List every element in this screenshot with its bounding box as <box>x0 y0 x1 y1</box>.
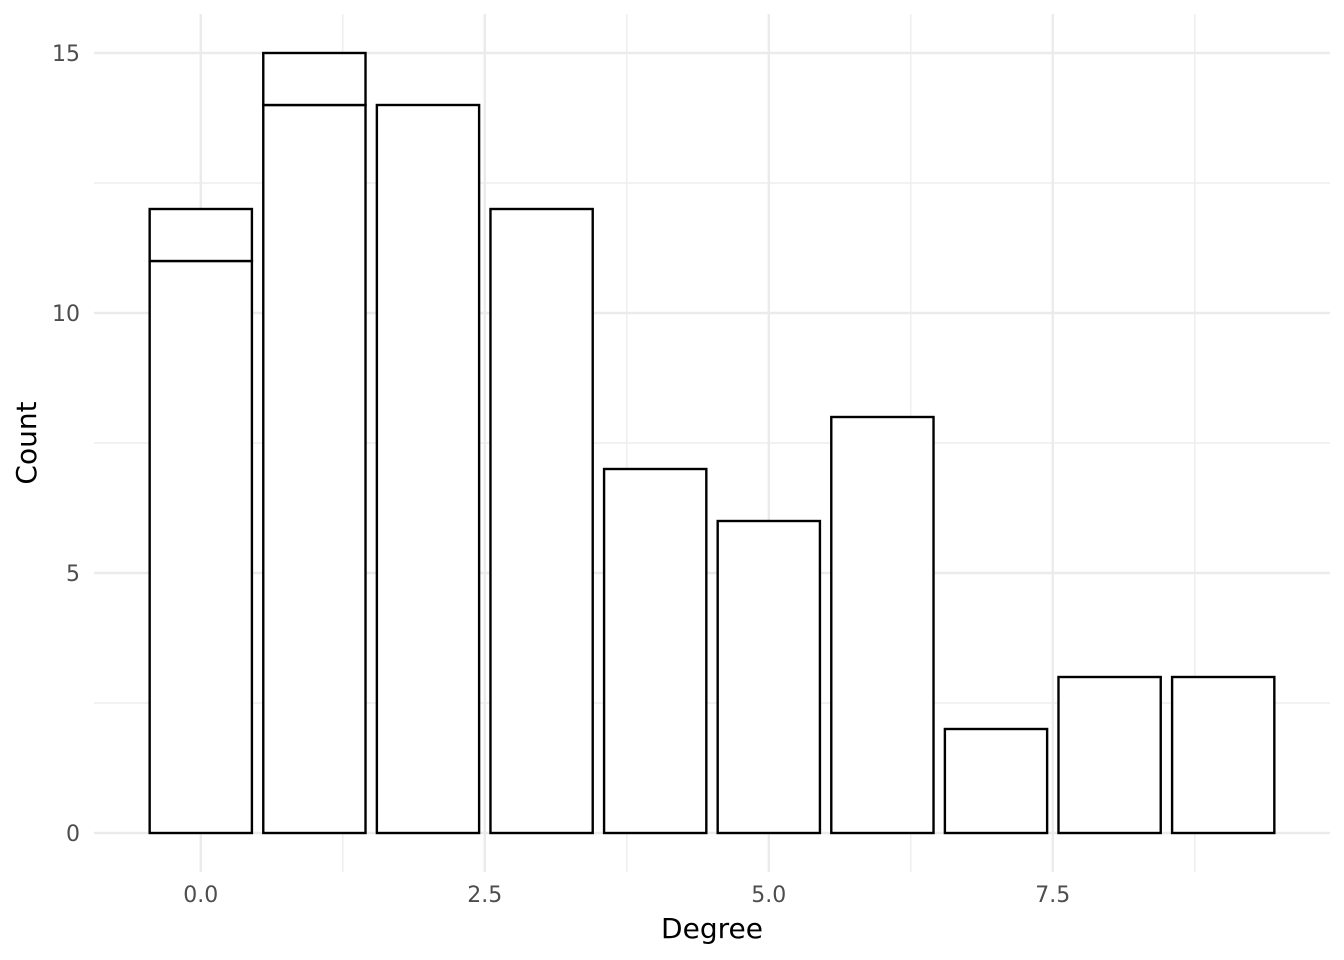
bar-segment-0-x1 <box>262 103 367 835</box>
bar-segment-0-x5 <box>716 519 822 835</box>
bars <box>148 51 1276 835</box>
x-axis-tick-labels: 0.0 2.5 5.0 7.5 <box>183 883 1070 908</box>
y-axis-title: Count <box>10 401 43 484</box>
x-tick-label: 5.0 <box>751 883 786 908</box>
bar-segment-0-x6 <box>830 415 935 835</box>
bar-segment-0-x8 <box>1057 675 1162 835</box>
y-axis-tick-labels: 0 5 10 15 <box>52 42 80 847</box>
y-tick-label: 15 <box>52 42 80 67</box>
bar-segment-1-x1 <box>262 51 367 107</box>
y-tick-label: 5 <box>66 562 80 587</box>
bar-segment-0-x4 <box>602 467 708 835</box>
bar-segment-0-x2 <box>375 103 481 835</box>
bar-segment-0-x9 <box>1170 675 1276 835</box>
bar-segment-0-x0 <box>148 259 254 835</box>
x-tick-label: 0.0 <box>183 883 218 908</box>
bar-segment-1-x0 <box>148 207 254 263</box>
x-tick-label: 7.5 <box>1035 883 1070 908</box>
x-tick-label: 2.5 <box>467 883 502 908</box>
y-tick-label: 10 <box>52 302 80 327</box>
bar-segment-0-x7 <box>943 727 1049 835</box>
x-axis-title: Degree <box>661 912 763 945</box>
y-tick-label: 0 <box>66 822 80 847</box>
bar-segment-0-x3 <box>489 207 594 835</box>
